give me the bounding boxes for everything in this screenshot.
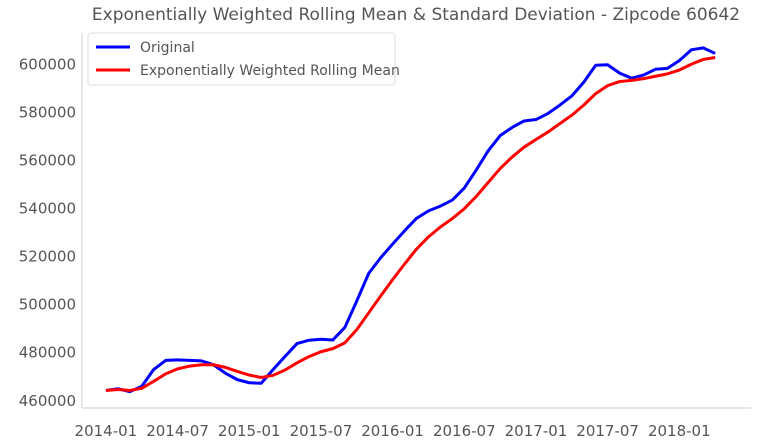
chart-title: Exponentially Weighted Rolling Mean & St… bbox=[92, 5, 740, 25]
legend-box bbox=[87, 32, 396, 86]
legend-label-ewm: Exponentially Weighted Rolling Mean bbox=[140, 63, 400, 79]
y-tick-label: 600000 bbox=[19, 55, 76, 73]
x-tick-label: 2015-01 bbox=[218, 422, 281, 440]
y-tick-label: 540000 bbox=[19, 199, 76, 217]
y-tick-label: 580000 bbox=[19, 103, 76, 121]
x-tick-label: 2015-07 bbox=[290, 422, 353, 440]
x-tick-label: 2014-07 bbox=[146, 422, 209, 440]
x-axis-ticks: 2014-01 2014-07 2015-01 2015-07 2016-01 2016-… bbox=[75, 422, 711, 440]
series-line-original bbox=[105, 46, 716, 394]
y-axis-ticks: 460000 480000 500000 520000 540000 560000 5800… bbox=[19, 55, 76, 410]
x-tick-label: 2017-01 bbox=[505, 422, 568, 440]
x-tick-label: 2014-01 bbox=[75, 422, 138, 440]
y-tick-label: 480000 bbox=[19, 344, 76, 362]
y-tick-label: 520000 bbox=[19, 248, 76, 266]
legend-label-original: Original bbox=[140, 40, 195, 56]
x-tick-label: 2018-01 bbox=[648, 422, 711, 440]
legend: Original Exponentially Weighted Rolling … bbox=[87, 32, 400, 86]
y-tick-label: 560000 bbox=[19, 151, 76, 169]
x-tick-label: 2016-07 bbox=[433, 422, 496, 440]
x-tick-label: 2017-07 bbox=[576, 422, 639, 440]
series-line-ewm bbox=[105, 56, 716, 392]
series-lines bbox=[105, 46, 716, 394]
x-tick-label: 2016-01 bbox=[361, 422, 424, 440]
y-tick-label: 460000 bbox=[19, 392, 76, 410]
y-tick-label: 500000 bbox=[19, 296, 76, 314]
